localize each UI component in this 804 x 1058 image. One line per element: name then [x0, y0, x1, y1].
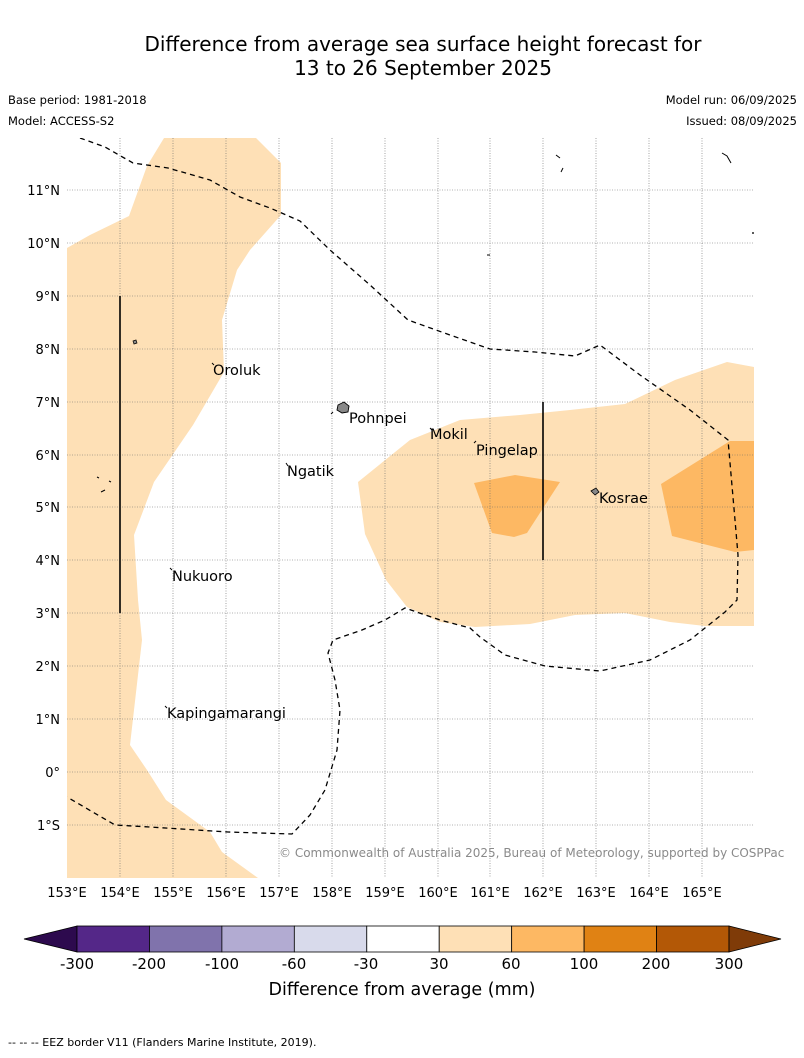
colorbar-tick: -300: [60, 955, 94, 973]
small-atoll-west: [132, 339, 138, 345]
lat-label: 8°N: [36, 343, 61, 358]
colorbar-tick: 60: [501, 955, 520, 973]
lon-label: 157°E: [259, 886, 299, 901]
lat-label: 1°N: [36, 713, 61, 728]
colorbar-extend-low: [23, 925, 78, 953]
lat-label: 4°N: [36, 554, 61, 569]
lon-label: 155°E: [153, 886, 193, 901]
sea-height-map: Oroluk Pohnpei Mokil Pingelap Ngatik Kos…: [23, 138, 784, 1000]
colorbar-tick: 300: [715, 955, 744, 973]
kosrae-island: [590, 487, 600, 496]
place-label-oroluk: Oroluk: [213, 363, 261, 379]
colorbar-extend-high: [728, 925, 782, 953]
place-label-pingelap: Pingelap: [476, 443, 538, 459]
anomaly-patch-central: [474, 475, 560, 537]
lat-label: 9°N: [36, 290, 61, 305]
colorbar-swatch: [366, 925, 440, 953]
title-line-2: 13 to 26 September 2025: [294, 56, 552, 80]
lat-label: 5°N: [36, 501, 61, 516]
lon-label: 164°E: [629, 886, 669, 901]
lat-label: 6°N: [36, 449, 61, 464]
pohnpei-island: [336, 401, 350, 414]
lat-label: 0°: [45, 766, 60, 781]
place-label-mokil: Mokil: [430, 427, 468, 443]
copyright-notice: © Commonwealth of Australia 2025, Bureau…: [279, 846, 784, 860]
colorbar-swatch: [583, 925, 657, 953]
lat-label: 2°N: [36, 660, 61, 675]
map-title: Difference from average sea surface heig…: [0, 32, 804, 80]
colorbar: [23, 925, 782, 953]
colorbar-swatch: [149, 925, 223, 953]
longitude-labels: 153°E 154°E 155°E 156°E 157°E 158°E 159°…: [47, 886, 722, 901]
colorbar-tick: 100: [570, 955, 599, 973]
colorbar-tick: -60: [282, 955, 307, 973]
lon-label: 161°E: [470, 886, 510, 901]
colorbar-ticks: -300 -200 -100 -60 -30 30 60 100 200 300: [60, 955, 743, 973]
graticule: [67, 138, 754, 878]
place-label-ngatik: Ngatik: [287, 464, 335, 480]
model-run: Model run: 06/09/2025: [665, 93, 797, 107]
place-label-kosrae: Kosrae: [599, 491, 648, 507]
lat-label: 3°N: [36, 607, 61, 622]
latitude-labels: 11°N 10°N 9°N 8°N 7°N 6°N 5°N 4°N 3°N 2°…: [27, 184, 60, 834]
eez-legend-footnote: -- -- -- EEZ border V11 (Flanders Marine…: [8, 1036, 317, 1049]
colorbar-swatch: [438, 925, 513, 953]
colorbar-tick: -100: [205, 955, 239, 973]
eez-border: [67, 138, 739, 835]
lon-label: 156°E: [206, 886, 246, 901]
lat-label: 10°N: [27, 237, 60, 252]
lon-label: 165°E: [682, 886, 722, 901]
place-label-nukuoro: Nukuoro: [172, 569, 233, 585]
colorbar-label: Difference from average (mm): [268, 980, 535, 1000]
colorbar-swatch: [221, 925, 295, 953]
colorbar-tick: -30: [354, 955, 379, 973]
lon-label: 154°E: [100, 886, 140, 901]
colorbar-swatch: [511, 925, 585, 953]
lon-label: 159°E: [365, 886, 405, 901]
colorbar-tick: 200: [642, 955, 671, 973]
colorbar-tick: -200: [132, 955, 166, 973]
lat-label: 1°S: [37, 819, 60, 834]
lon-label: 153°E: [47, 886, 87, 901]
anomaly-region-east: [358, 362, 754, 627]
lon-label: 163°E: [576, 886, 616, 901]
lon-label: 160°E: [418, 886, 458, 901]
anomaly-patch-east: [661, 441, 754, 552]
title-line-1: Difference from average sea surface heig…: [144, 32, 702, 56]
lat-label: 7°N: [36, 396, 61, 411]
colorbar-swatch: [293, 925, 368, 953]
lon-label: 162°E: [523, 886, 563, 901]
atoll-dots: [96, 152, 732, 709]
colorbar-swatch: [76, 925, 150, 953]
base-period: Base period: 1981-2018: [8, 93, 147, 107]
map-field: [67, 138, 754, 878]
lat-label: 11°N: [27, 184, 60, 199]
colorbar-tick: 30: [429, 955, 448, 973]
colorbar-swatch: [656, 925, 730, 953]
lon-label: 158°E: [312, 886, 352, 901]
model-name: Model: ACCESS-S2: [8, 114, 115, 128]
place-label-kapingamarangi: Kapingamarangi: [167, 706, 286, 722]
place-label-pohnpei: Pohnpei: [349, 411, 407, 427]
issued-date: Issued: 08/09/2025: [686, 114, 797, 128]
